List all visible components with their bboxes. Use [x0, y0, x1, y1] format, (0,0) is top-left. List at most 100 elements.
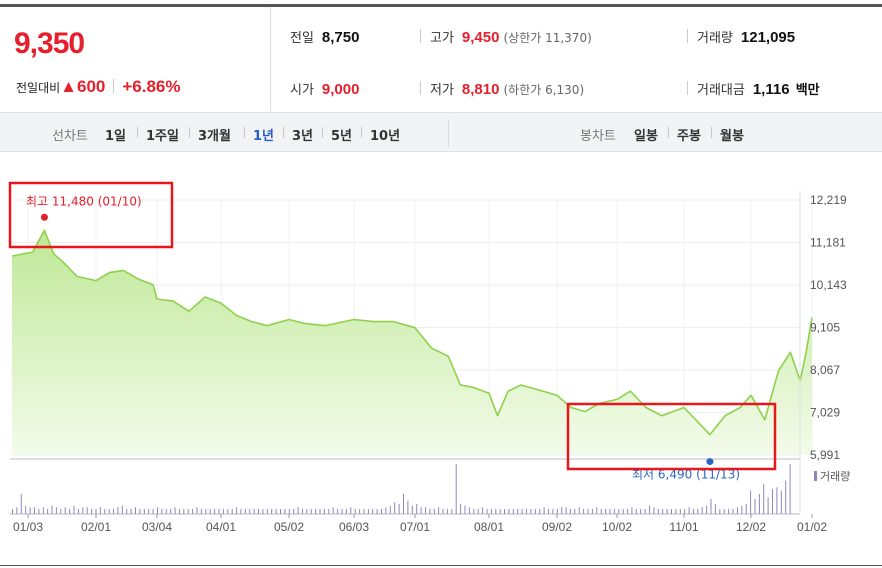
- tab-3m[interactable]: 3개월: [198, 129, 231, 144]
- day-high: 고가 9,450 (상한가 11,370): [430, 27, 592, 46]
- x-tick-label: 11/01: [669, 520, 698, 534]
- volume-bar: [543, 507, 545, 514]
- volume-bar: [319, 509, 321, 514]
- divider: [322, 127, 323, 138]
- tab-10y[interactable]: 10년: [370, 129, 401, 144]
- volume-bar: [785, 480, 787, 514]
- volume-bar: [666, 509, 668, 514]
- low-label: 저가: [430, 83, 454, 98]
- volume-bar: [372, 509, 374, 514]
- top-rule: [0, 4, 882, 7]
- tab-1y[interactable]: 1년: [253, 129, 275, 144]
- volume-bar: [425, 507, 426, 514]
- volume-bar: [618, 509, 620, 514]
- volume-bar: [34, 507, 35, 514]
- volume-bar: [609, 509, 611, 514]
- volume-bar: [323, 509, 325, 514]
- volume-bar: [600, 509, 602, 514]
- volume-bar: [82, 507, 84, 514]
- volume-bar: [429, 509, 431, 514]
- upper-limit: (상한가 11,370): [503, 31, 592, 45]
- volume-bar: [165, 509, 167, 514]
- volume-bar: [583, 509, 585, 514]
- volume-bar: [504, 509, 505, 514]
- divider: [687, 29, 688, 43]
- divider: [113, 79, 115, 93]
- trade-amount: 거래대금 1,116 백만: [697, 79, 820, 98]
- amount-label: 거래대금: [697, 83, 745, 98]
- volume-bar: [587, 509, 589, 514]
- volume-bar: [69, 509, 71, 514]
- volume-bar: [710, 499, 712, 514]
- volume-bar: [526, 509, 527, 514]
- volume-bar: [556, 509, 558, 514]
- volume-bar: [679, 509, 681, 514]
- volume-bar: [473, 509, 475, 514]
- volume-bar: [38, 509, 40, 514]
- divider: [189, 127, 190, 138]
- volume-bar: [482, 507, 484, 514]
- current-price: 9,350: [14, 27, 85, 60]
- volume-bar: [407, 500, 409, 514]
- volume-bar: [697, 509, 699, 514]
- tab-5y[interactable]: 5년: [331, 129, 353, 144]
- volume-bar: [539, 509, 541, 514]
- volume-bar: [693, 509, 694, 514]
- volume-bar: [73, 505, 75, 514]
- volume-bar: [20, 494, 22, 514]
- x-tick-label: 03/04: [142, 520, 172, 534]
- volume-bar: [385, 507, 387, 514]
- volume-bar: [86, 507, 88, 514]
- tab-3y[interactable]: 3년: [292, 129, 314, 144]
- volume-bar: [95, 509, 97, 514]
- volume-bar: [530, 509, 532, 514]
- volume-bar: [442, 509, 444, 514]
- volume-bar: [187, 509, 189, 514]
- max-marker: [40, 213, 48, 221]
- volume-bar: [398, 504, 400, 514]
- volume-bar: [104, 509, 106, 514]
- volume-bar: [789, 464, 791, 514]
- volume-bar: [341, 509, 343, 514]
- low-value: 8,810: [461, 81, 500, 98]
- volume-bar: [249, 509, 251, 514]
- volume-bar: [596, 507, 598, 514]
- volume-bar: [332, 507, 334, 514]
- volume-bar: [262, 509, 264, 514]
- tab-monthly[interactable]: 월봉: [720, 129, 744, 144]
- tab-1d[interactable]: 1일: [105, 129, 127, 144]
- tab-1w[interactable]: 1주일: [146, 129, 179, 144]
- volume-bar: [161, 509, 163, 514]
- volume-bar: [244, 509, 246, 514]
- x-tick-label: 01/03: [13, 520, 43, 534]
- volume-bar: [178, 509, 180, 514]
- open: 시가 9,000: [290, 79, 359, 98]
- volume-bar: [117, 507, 119, 514]
- volume-bar: [780, 490, 782, 514]
- x-tick-label: 12/02: [736, 520, 766, 534]
- divider: [283, 127, 284, 138]
- y-tick-label: 12,219: [810, 193, 847, 207]
- volume-bar: [490, 509, 492, 514]
- volume-bar: [653, 507, 655, 514]
- volume-bar: [306, 509, 308, 514]
- volume-bar: [662, 509, 664, 514]
- x-tick-label: 05/02: [274, 520, 304, 534]
- volume-label: 거래량: [697, 31, 733, 46]
- volume-bar: [394, 502, 396, 514]
- divider: [361, 127, 362, 138]
- volume-bar: [460, 504, 462, 514]
- tab-daily[interactable]: 일봉: [634, 129, 658, 144]
- volume-bar: [345, 509, 347, 514]
- volume-bar: [288, 509, 290, 514]
- volume-bar: [231, 509, 233, 514]
- tab-weekly[interactable]: 주봉: [677, 129, 701, 144]
- volume-bar: [266, 509, 268, 514]
- min-marker: [706, 458, 714, 466]
- volume-bar: [517, 509, 519, 514]
- volume-bar: [363, 509, 365, 514]
- volume-bar: [772, 489, 773, 514]
- x-tick-label: 06/03: [339, 520, 369, 534]
- high-label: 고가: [430, 31, 454, 46]
- min-highlight-box: [566, 402, 777, 471]
